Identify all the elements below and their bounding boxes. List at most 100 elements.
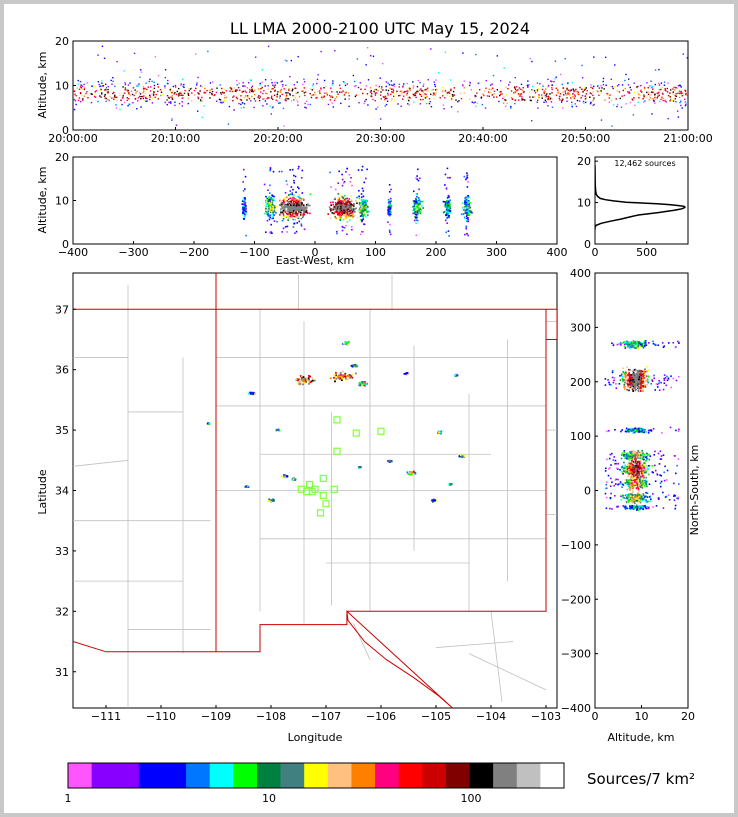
source-point: [686, 102, 688, 105]
source-point: [133, 94, 135, 97]
source-point: [309, 381, 312, 384]
source-point: [570, 97, 572, 99]
source-point: [262, 92, 264, 95]
source-point: [470, 88, 473, 91]
source-point: [643, 476, 645, 479]
source-point: [561, 83, 564, 86]
source-point: [571, 105, 573, 108]
source-point: [636, 429, 638, 432]
storm-marker: [333, 416, 341, 424]
source-point: [639, 475, 642, 478]
source-point: [659, 450, 662, 453]
source-point: [389, 204, 391, 207]
source-point: [536, 90, 539, 92]
source-point: [534, 91, 537, 94]
source-point: [647, 473, 650, 476]
source-point: [675, 93, 677, 95]
source-point: [621, 377, 624, 380]
source-point: [300, 177, 303, 179]
source-point: [295, 199, 298, 202]
source-point: [640, 371, 642, 374]
source-point: [341, 214, 343, 217]
source-point: [334, 188, 337, 191]
source-point: [604, 470, 607, 472]
source-point: [134, 97, 137, 100]
source-point: [426, 87, 429, 89]
source-point: [478, 82, 480, 84]
source-point: [413, 200, 416, 202]
source-point: [321, 95, 324, 97]
source-point: [338, 211, 340, 214]
source-point: [215, 91, 218, 94]
source-point: [589, 92, 592, 94]
source-point: [102, 85, 105, 87]
source-point: [304, 380, 307, 383]
source-point: [643, 475, 645, 477]
source-point: [549, 93, 551, 95]
source-point: [636, 379, 639, 381]
source-point: [167, 79, 169, 82]
source-point: [243, 216, 246, 218]
source-point: [362, 208, 364, 211]
source-point: [280, 88, 283, 91]
source-point: [393, 93, 395, 95]
source-point: [357, 216, 359, 219]
source-point: [98, 85, 101, 88]
source-point: [536, 101, 538, 103]
source-point: [537, 107, 539, 109]
source-point: [109, 95, 111, 98]
source-point: [407, 473, 410, 475]
source-point: [197, 97, 200, 100]
source-point: [370, 90, 372, 92]
source-point: [504, 99, 506, 101]
source-point: [460, 454, 462, 457]
source-point: [446, 167, 449, 170]
source-point: [417, 206, 419, 209]
source-point: [386, 100, 389, 103]
source-point: [271, 201, 273, 204]
source-point: [270, 198, 273, 200]
source-point: [97, 81, 100, 83]
source-point: [175, 93, 178, 96]
source-point: [564, 91, 567, 93]
map-xlabel: Longitude: [288, 731, 343, 744]
source-point: [627, 457, 630, 459]
source-point: [541, 88, 544, 91]
source-point: [498, 100, 500, 103]
source-point: [622, 376, 625, 379]
source-point: [294, 199, 296, 201]
source-point: [116, 60, 118, 63]
source-point: [302, 213, 304, 215]
source-point: [79, 100, 82, 103]
source-point: [420, 95, 423, 98]
source-point: [270, 499, 273, 502]
source-point: [169, 91, 171, 93]
source-point: [280, 205, 283, 207]
source-point: [435, 88, 438, 91]
source-point: [430, 93, 432, 96]
source-point: [463, 175, 466, 178]
source-point: [169, 89, 172, 91]
source-point: [240, 103, 242, 106]
source-point: [254, 56, 257, 58]
altitude-time-sources: [73, 45, 688, 127]
source-point: [195, 84, 198, 86]
map-xtick-label: −104: [476, 710, 506, 723]
map-xtick-label: −103: [531, 710, 561, 723]
source-point: [492, 87, 494, 89]
source-point: [543, 90, 546, 93]
source-point: [655, 383, 658, 385]
source-point: [628, 454, 631, 457]
source-point: [602, 80, 604, 83]
source-point: [504, 99, 507, 101]
source-point: [683, 94, 685, 96]
source-point: [361, 220, 363, 223]
source-point: [664, 377, 667, 379]
source-point: [290, 199, 293, 201]
source-point: [393, 85, 396, 87]
source-point: [605, 84, 607, 87]
source-point: [105, 97, 108, 100]
source-point: [390, 84, 393, 86]
source-point: [633, 431, 636, 434]
